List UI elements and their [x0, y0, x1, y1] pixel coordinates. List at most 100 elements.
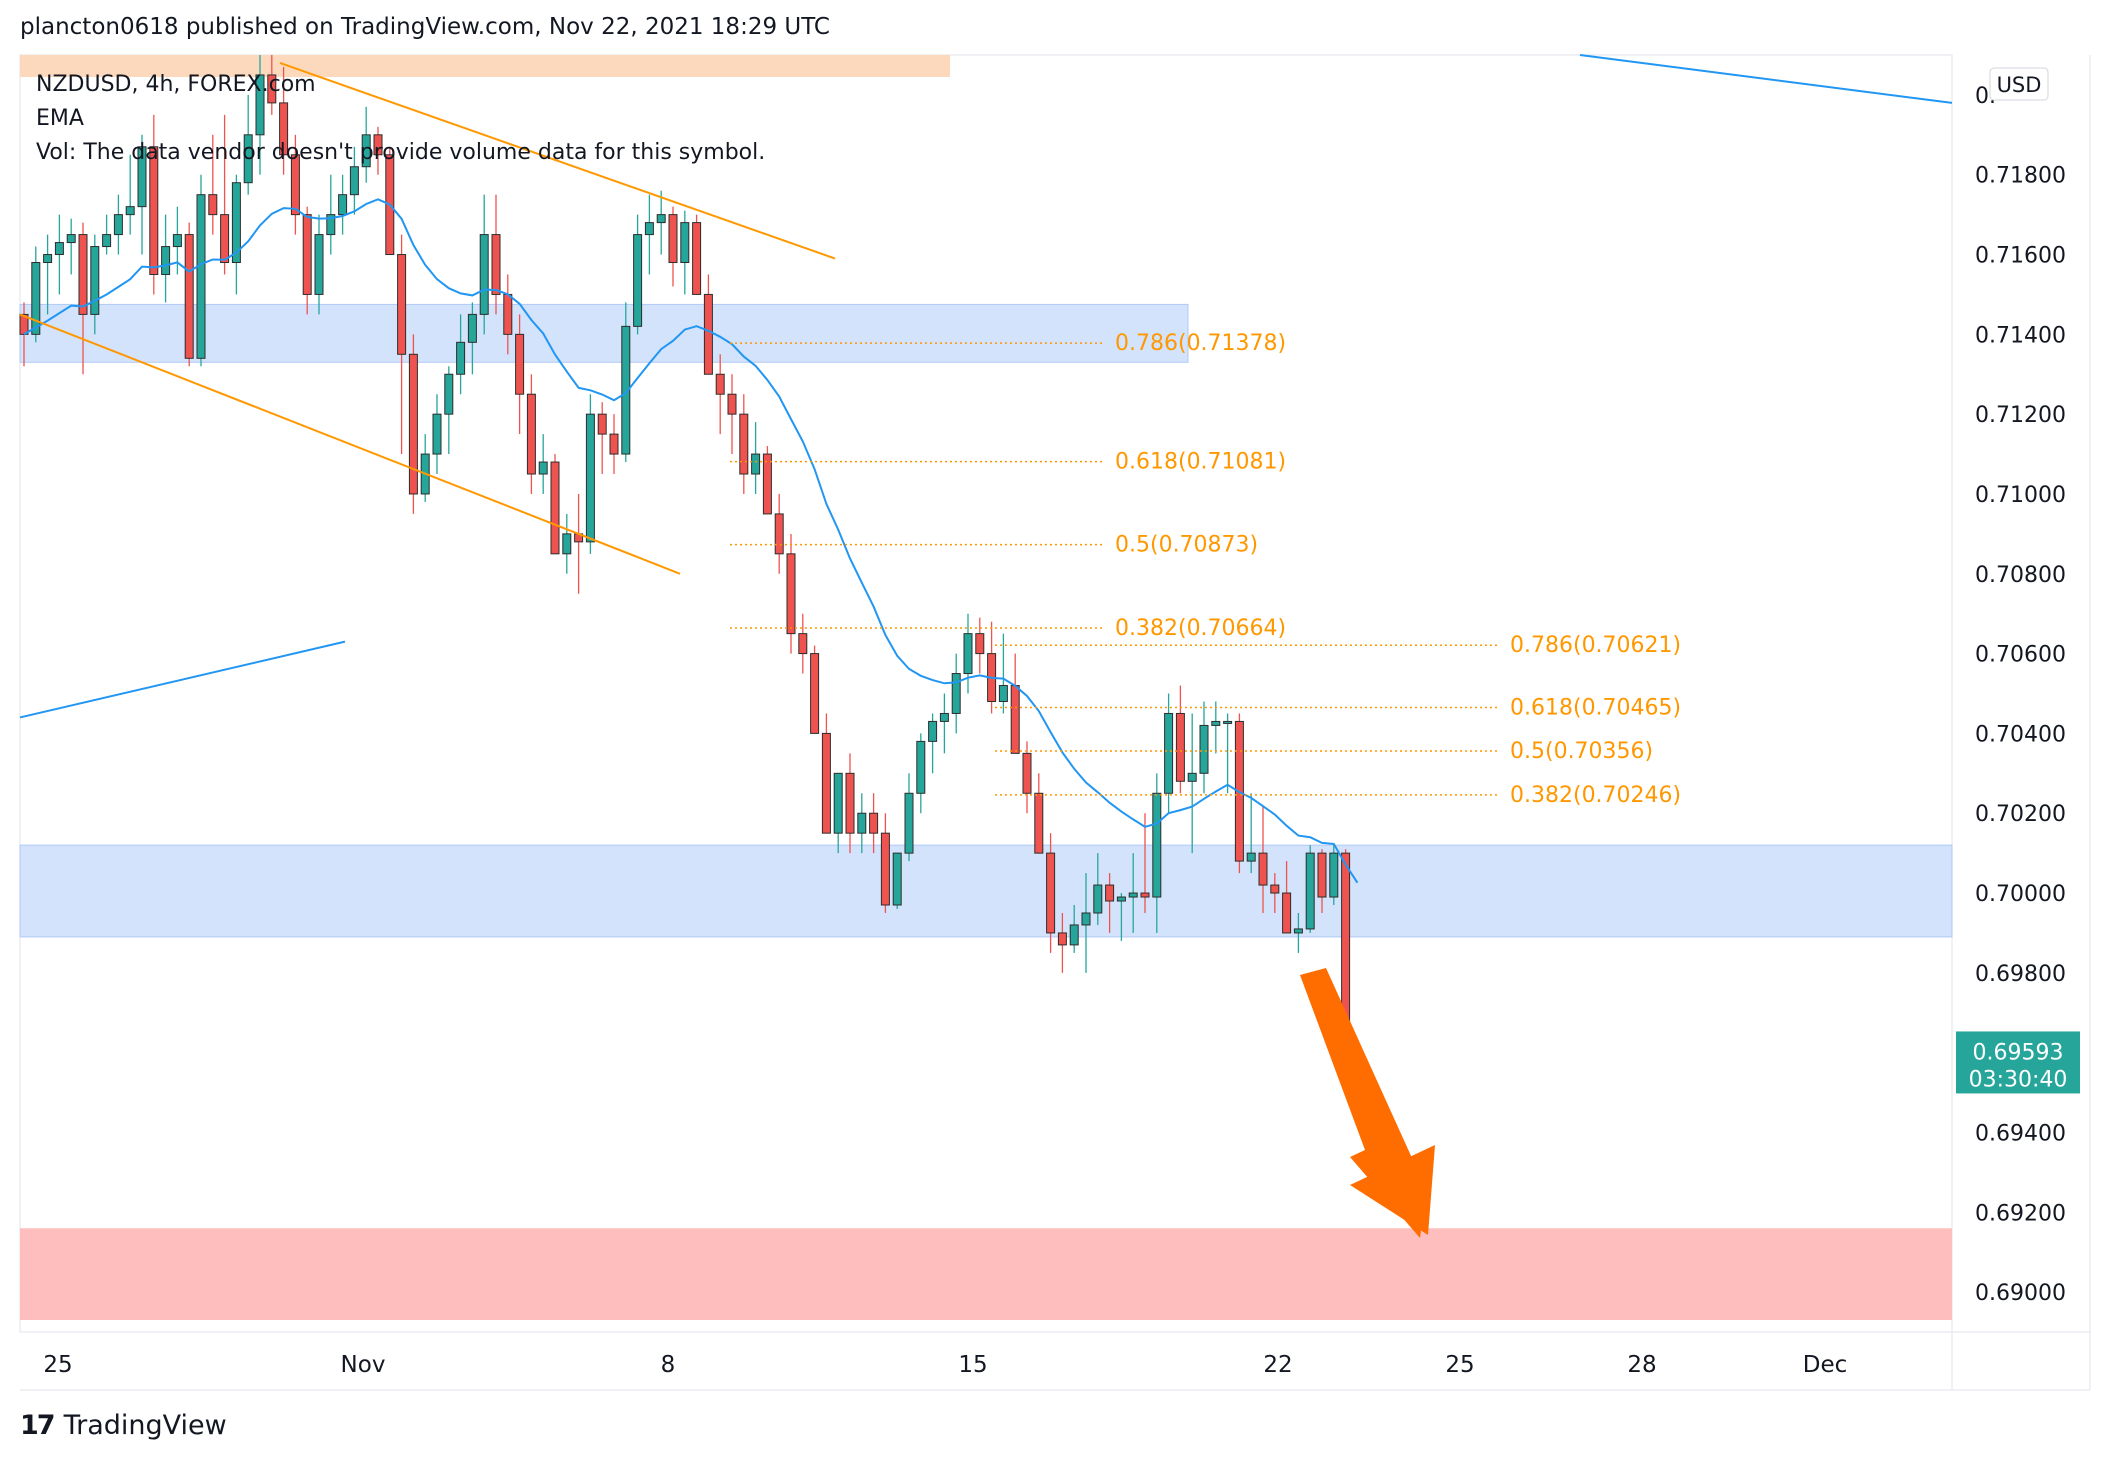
indicator-label[interactable]: EMA — [36, 106, 84, 131]
candle[interactable] — [692, 222, 702, 295]
candle[interactable] — [373, 134, 383, 156]
candle[interactable] — [1270, 884, 1280, 894]
target-zone[interactable] — [20, 1228, 1952, 1321]
candle[interactable] — [66, 234, 76, 244]
tradingview-logo[interactable]: 17 TradingView — [20, 1410, 227, 1441]
candle[interactable] — [1116, 896, 1126, 902]
candle[interactable] — [656, 214, 666, 224]
candle[interactable] — [1022, 752, 1032, 794]
candle[interactable] — [892, 852, 902, 906]
candle[interactable] — [1081, 912, 1091, 926]
candle[interactable] — [1317, 852, 1327, 898]
channel-lower-line[interactable] — [19, 313, 681, 575]
candle[interactable] — [31, 262, 41, 335]
candle[interactable] — [821, 732, 831, 834]
candle[interactable] — [633, 234, 643, 327]
candle[interactable] — [361, 134, 371, 168]
support-zone[interactable] — [19, 844, 1953, 938]
candle[interactable] — [397, 254, 407, 355]
candle[interactable] — [1293, 928, 1303, 934]
candle[interactable] — [220, 214, 230, 264]
candle[interactable] — [644, 222, 654, 236]
candle[interactable] — [125, 206, 135, 216]
candle[interactable] — [491, 234, 501, 295]
candle[interactable] — [290, 154, 300, 216]
candle[interactable] — [1046, 852, 1056, 934]
candle[interactable] — [621, 325, 631, 455]
candle[interactable] — [102, 234, 112, 248]
candle[interactable] — [798, 633, 808, 655]
candle[interactable] — [928, 720, 938, 742]
candle[interactable] — [231, 182, 241, 264]
candle[interactable] — [1199, 724, 1209, 774]
candle[interactable] — [833, 772, 843, 834]
candle[interactable] — [668, 214, 678, 264]
candle[interactable] — [1187, 772, 1197, 782]
candle[interactable] — [715, 373, 725, 395]
candle[interactable] — [880, 832, 890, 906]
candle[interactable] — [1093, 884, 1103, 914]
candle[interactable] — [408, 353, 418, 495]
candle[interactable] — [1105, 884, 1115, 902]
candle[interactable] — [349, 166, 359, 196]
candle[interactable] — [338, 194, 348, 216]
candle[interactable] — [479, 234, 489, 315]
candle[interactable] — [1305, 852, 1315, 930]
candle[interactable] — [1223, 720, 1233, 724]
candle[interactable] — [1057, 932, 1067, 946]
candle[interactable] — [998, 685, 1008, 702]
candle[interactable] — [597, 413, 607, 435]
candle[interactable] — [54, 242, 64, 256]
candle[interactable] — [279, 102, 289, 156]
candle[interactable] — [1211, 720, 1221, 726]
candle[interactable] — [19, 313, 29, 335]
candle[interactable] — [137, 146, 147, 208]
plot-area[interactable] — [19, 54, 1953, 1333]
candle[interactable] — [810, 653, 820, 734]
candle[interactable] — [774, 513, 784, 555]
candle[interactable] — [113, 214, 123, 236]
trend-line-left[interactable] — [19, 640, 346, 719]
candle[interactable] — [326, 214, 336, 236]
candle[interactable] — [857, 812, 867, 834]
candle[interactable] — [975, 633, 985, 655]
candle[interactable] — [1152, 792, 1162, 898]
candle[interactable] — [538, 461, 548, 475]
candle[interactable] — [172, 234, 182, 248]
candle[interactable] — [196, 194, 206, 359]
candle[interactable] — [585, 413, 595, 543]
candle[interactable] — [1034, 792, 1044, 854]
candle[interactable] — [1010, 685, 1020, 754]
candle[interactable] — [739, 413, 749, 475]
candle[interactable] — [904, 792, 914, 854]
candle[interactable] — [1164, 712, 1174, 794]
resistance-zone-top[interactable] — [20, 55, 950, 77]
channel-upper-line[interactable] — [279, 62, 836, 260]
candle[interactable] — [255, 74, 265, 136]
candle[interactable] — [243, 134, 253, 184]
candle[interactable] — [1069, 924, 1079, 946]
candle[interactable] — [963, 633, 973, 675]
candle[interactable] — [267, 74, 277, 104]
candle[interactable] — [845, 772, 855, 834]
candle[interactable] — [1282, 892, 1292, 934]
candle[interactable] — [302, 214, 312, 295]
supply-zone-upper[interactable] — [19, 303, 1189, 363]
candle[interactable] — [467, 313, 477, 343]
candle[interactable] — [550, 461, 560, 555]
candle[interactable] — [1128, 892, 1138, 898]
candle[interactable] — [939, 712, 949, 722]
candle[interactable] — [43, 254, 53, 264]
candle[interactable] — [1258, 852, 1268, 886]
candle[interactable] — [432, 413, 442, 455]
candle[interactable] — [149, 146, 159, 275]
trend-line-top-right[interactable] — [1579, 54, 1953, 104]
candle[interactable] — [951, 673, 961, 714]
candle[interactable] — [727, 393, 737, 415]
candle[interactable] — [786, 553, 796, 635]
candle[interactable] — [90, 246, 100, 315]
symbol-line[interactable]: NZDUSD, 4h, FOREX.com — [36, 72, 316, 97]
candle[interactable] — [208, 194, 218, 216]
candle[interactable] — [456, 341, 466, 375]
candle[interactable] — [161, 246, 171, 275]
